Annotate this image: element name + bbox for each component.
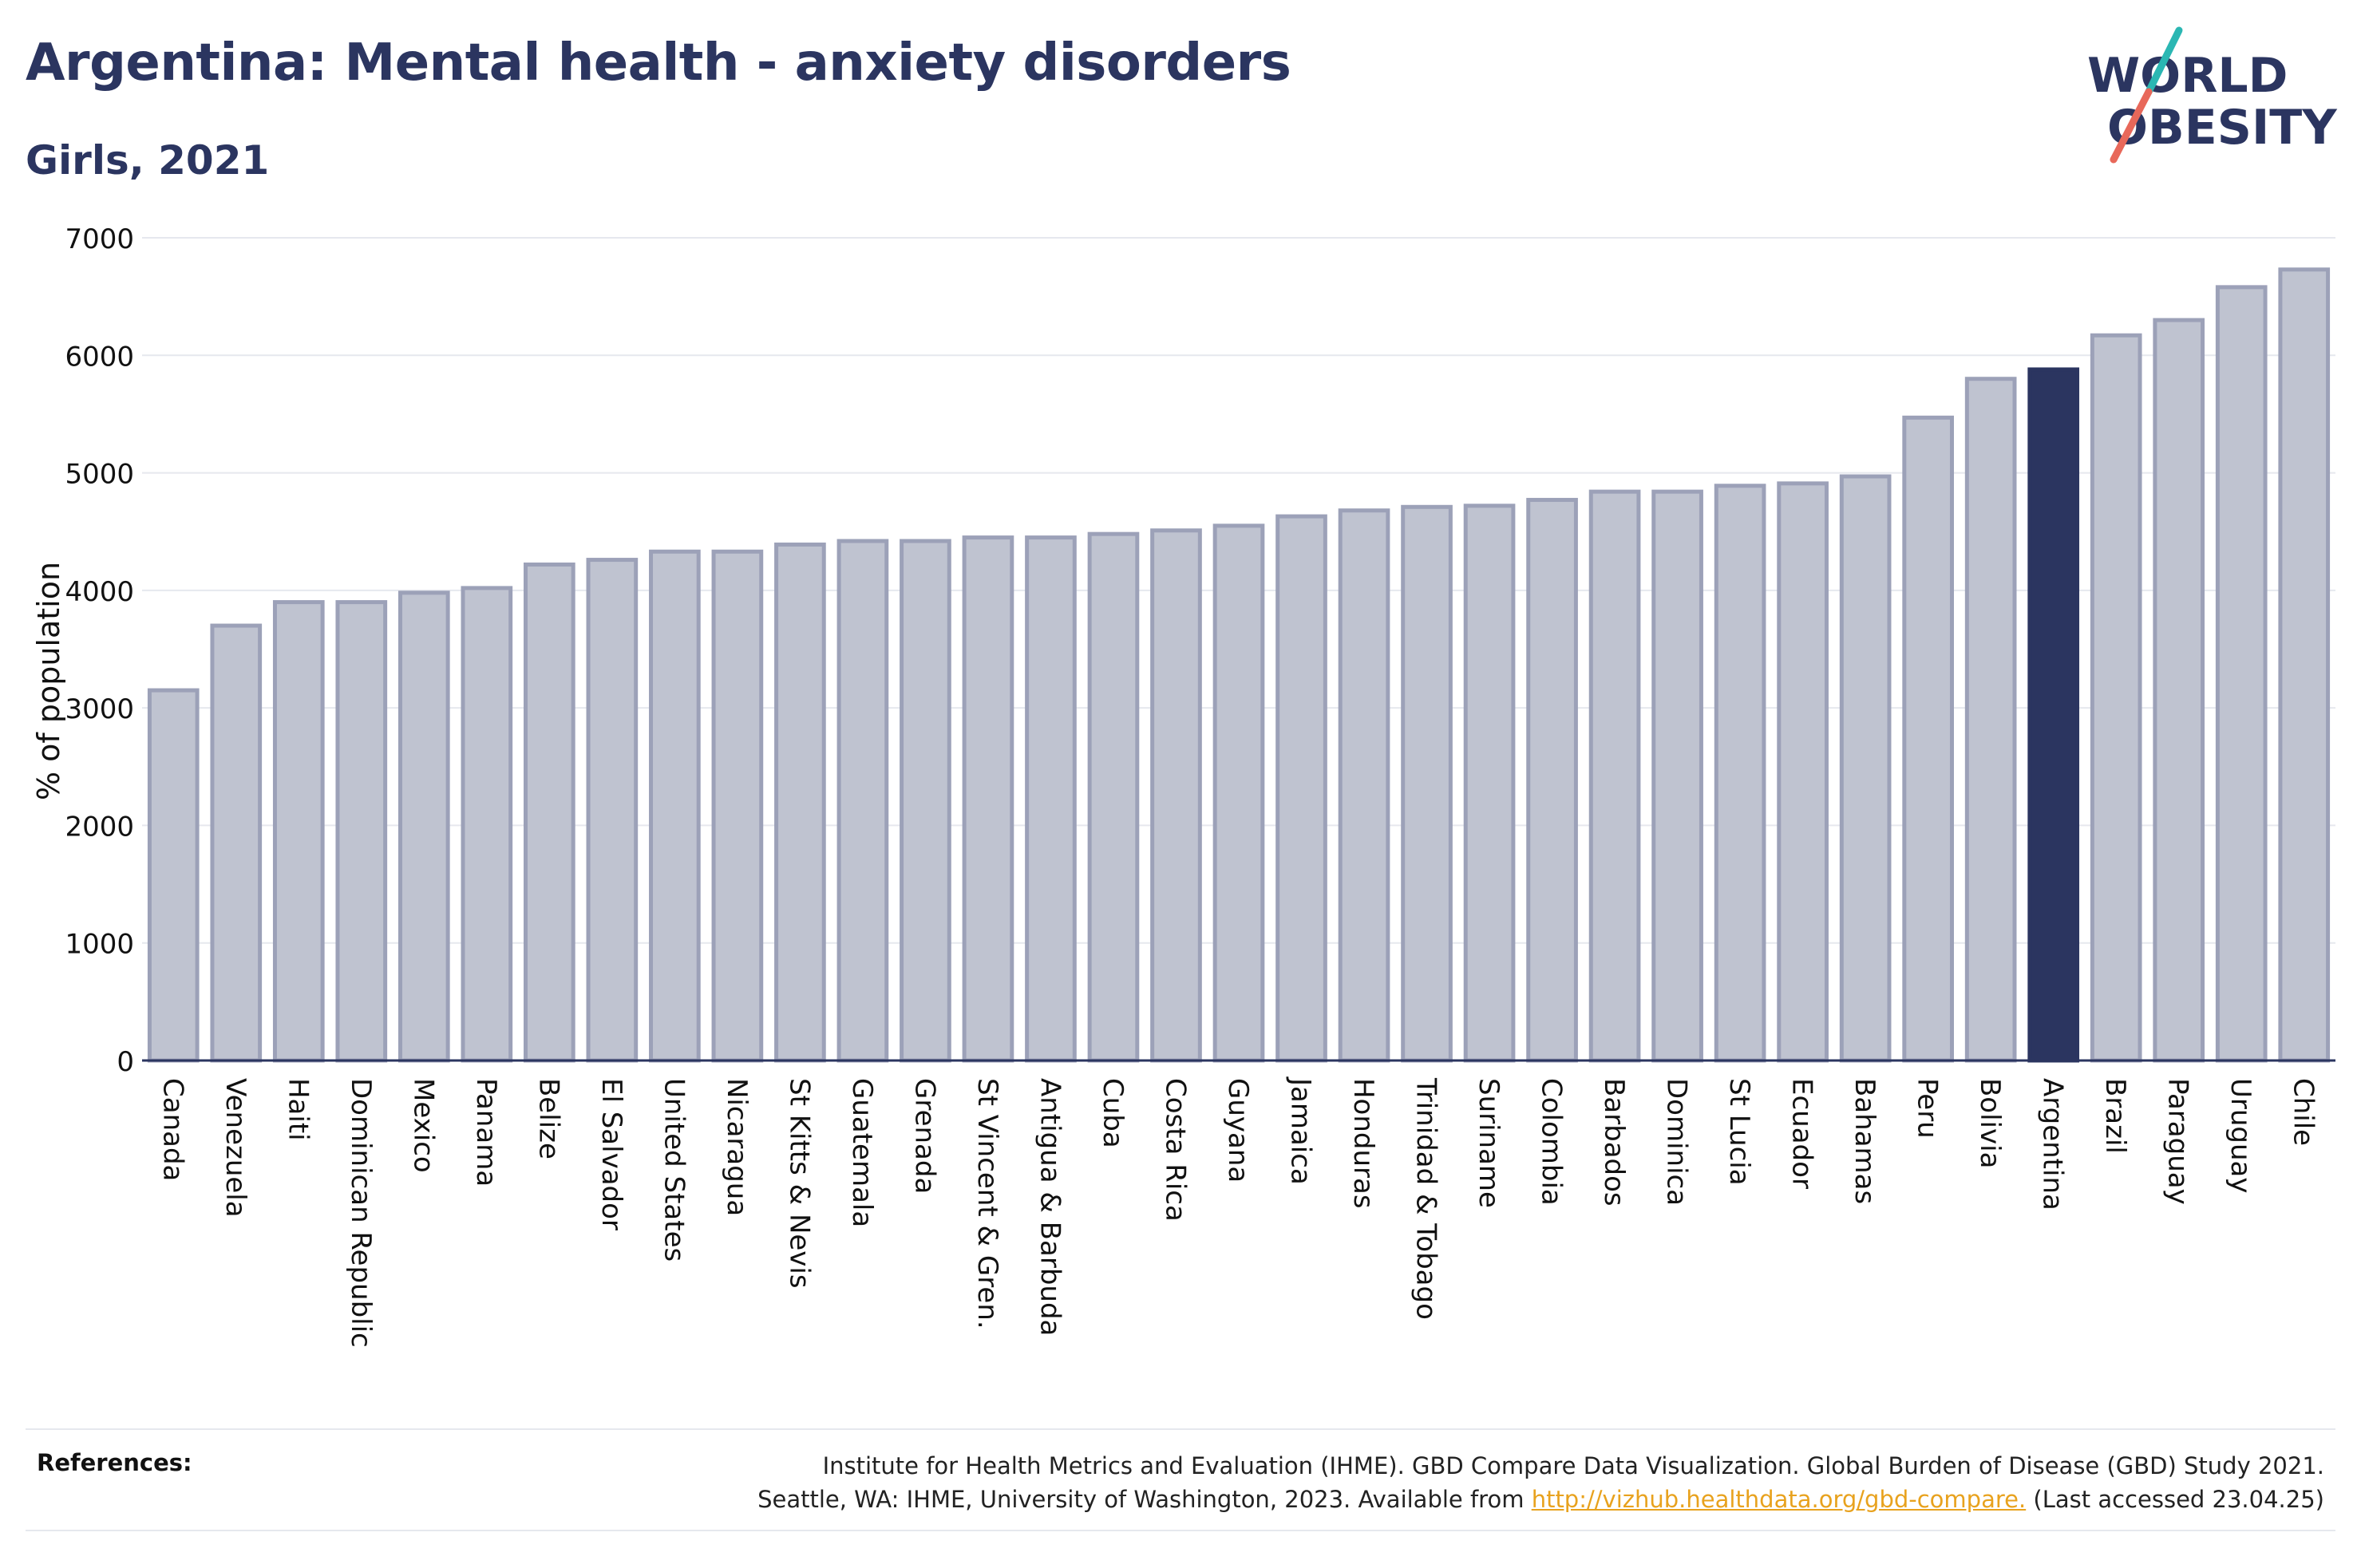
x-tick-label: Bahamas — [1849, 1078, 1880, 1204]
y-axis-label: % of population — [31, 562, 66, 800]
bar — [1714, 484, 1766, 1063]
bar — [1651, 489, 1703, 1063]
y-tick-label: 1000 — [65, 929, 134, 961]
bar — [1902, 415, 1954, 1063]
x-tick-label: Honduras — [1347, 1078, 1379, 1209]
bar — [2278, 267, 2331, 1063]
x-tick-label: Costa Rica — [1159, 1078, 1191, 1222]
x-tick-label: Guatemala — [846, 1078, 878, 1227]
y-tick-label: 4000 — [65, 576, 134, 608]
y-tick-label: 7000 — [65, 223, 134, 255]
x-tick-label: Uruguay — [2225, 1078, 2256, 1194]
y-tick-label: 5000 — [65, 459, 134, 491]
bar — [2215, 285, 2268, 1063]
x-tick-label: Mexico — [407, 1078, 439, 1173]
references-footer: References: Institute for Health Metrics… — [26, 1428, 2335, 1531]
bar — [1338, 508, 1390, 1063]
x-tick-label: Dominican Republic — [345, 1078, 377, 1348]
bar — [711, 549, 764, 1063]
y-tick-label: 0 — [117, 1046, 134, 1078]
x-tick-label: Paraguay — [2162, 1078, 2194, 1205]
x-tick-label: Guyana — [1222, 1078, 1254, 1183]
logo-line-1: WORLD — [2087, 48, 2288, 104]
bar — [900, 539, 951, 1063]
bar — [397, 590, 450, 1063]
x-tick-label: Chile — [2288, 1078, 2319, 1146]
bar — [147, 688, 200, 1063]
x-tick-label: St Lucia — [1723, 1078, 1755, 1186]
x-tick-label: Canada — [156, 1078, 188, 1181]
bar — [1275, 514, 1327, 1063]
reference-line-2-prefix: Seattle, WA: IHME, University of Washing… — [757, 1486, 1532, 1513]
bar — [586, 558, 639, 1063]
bar — [1964, 377, 2017, 1063]
logo-slash-teal — [2145, 26, 2183, 96]
logo-line-2: OBESITY — [2107, 100, 2338, 156]
bar — [210, 623, 263, 1063]
x-tick-label: Jamaica — [1285, 1076, 1317, 1185]
x-tick-label: Antigua & Barbuda — [1034, 1078, 1066, 1336]
x-tick-label: Haiti — [282, 1078, 314, 1141]
x-tick-label: Peru — [1912, 1078, 1944, 1139]
x-tick-label: Brazil — [2099, 1078, 2131, 1154]
bar-highlighted — [2027, 367, 2080, 1063]
bar — [2153, 318, 2205, 1063]
bar — [774, 542, 826, 1063]
bar — [2090, 333, 2142, 1063]
bar — [1839, 474, 1892, 1063]
logo-slash-coral — [2110, 88, 2153, 164]
reference-line-2-suffix: (Last accessed 23.04.25) — [2026, 1486, 2324, 1513]
bar — [524, 562, 575, 1063]
bar — [1087, 531, 1140, 1063]
x-tick-label: Ecuador — [1786, 1078, 1818, 1189]
references-label: References: — [37, 1449, 192, 1476]
bar — [962, 535, 1014, 1063]
y-tick-label: 6000 — [65, 341, 134, 373]
y-axis-ticks: 0 1000 2000 3000 4000 5000 6000 7000 — [65, 223, 134, 1078]
x-tick-label: St Kitts & Nevis — [783, 1078, 815, 1289]
reference-line-2: Seattle, WA: IHME, University of Washing… — [757, 1483, 2324, 1516]
x-tick-label: Belize — [532, 1078, 564, 1159]
x-tick-label: St Vincent & Gren. — [971, 1078, 1003, 1329]
bar — [649, 549, 701, 1063]
bar — [335, 600, 388, 1063]
bar — [1150, 528, 1202, 1063]
bar — [1588, 489, 1641, 1063]
x-tick-label: Suriname — [1473, 1078, 1505, 1208]
bar — [1777, 481, 1829, 1063]
chart-title: Argentina: Mental health - anxiety disor… — [26, 34, 1291, 93]
bar — [836, 539, 889, 1063]
x-tick-label: Bolivia — [1974, 1078, 2006, 1168]
x-tick-label: Argentina — [2037, 1078, 2069, 1211]
x-tick-label: Venezuela — [219, 1078, 251, 1218]
chart-subtitle: Girls, 2021 — [26, 137, 270, 184]
x-tick-label: Panama — [470, 1078, 502, 1187]
bar — [1401, 504, 1453, 1063]
x-tick-label: Nicaragua — [721, 1078, 753, 1216]
y-tick-label: 3000 — [65, 693, 134, 725]
reference-line-1: Institute for Health Metrics and Evaluat… — [822, 1452, 2324, 1479]
x-axis-labels: Canada Venezuela Haiti Dominican Republic Me… — [156, 1076, 2319, 1348]
reference-link[interactable]: http://vizhub.healthdata.org/gbd-compare… — [1531, 1486, 2027, 1513]
x-tick-label: United States — [658, 1078, 690, 1262]
bar — [272, 600, 325, 1063]
y-tick-label: 2000 — [65, 811, 134, 843]
bar-chart: 0 1000 2000 3000 4000 5000 6000 7000 Canada Vene… — [31, 223, 2335, 1348]
bar — [1526, 497, 1578, 1063]
x-tick-label: Dominica — [1661, 1078, 1693, 1206]
x-tick-label: Grenada — [908, 1078, 940, 1194]
x-tick-label: Trinidad & Tobago — [1410, 1077, 1442, 1320]
x-tick-label: El Salvador — [595, 1078, 627, 1230]
bar — [1025, 535, 1077, 1063]
references-text: Institute for Health Metrics and Evaluat… — [757, 1449, 2324, 1516]
bars — [147, 267, 2331, 1063]
bar — [461, 586, 513, 1063]
world-obesity-logo: WORLD OBESITY — [2087, 26, 2338, 164]
bar — [1463, 504, 1516, 1063]
x-tick-label: Cuba — [1097, 1078, 1129, 1148]
x-tick-label: Barbados — [1598, 1078, 1630, 1207]
x-tick-label: Colombia — [1536, 1078, 1568, 1206]
bar — [1212, 523, 1265, 1063]
